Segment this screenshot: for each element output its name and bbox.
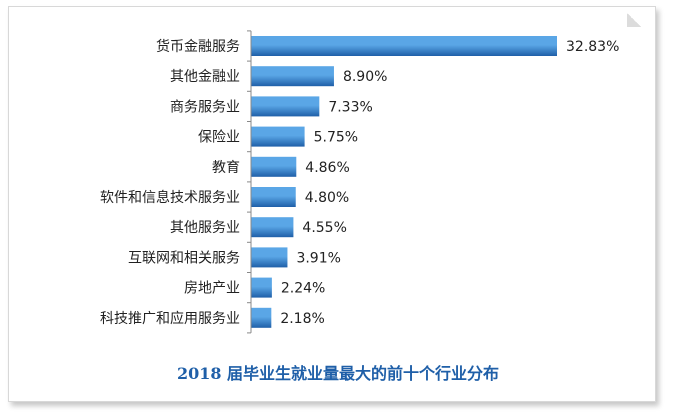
value-label-6: 4.80% bbox=[305, 190, 349, 206]
chart-title: 2018 届毕业生就业量最大的前十个行业分布 bbox=[176, 364, 500, 383]
category-label-9: 房地产业 bbox=[184, 281, 240, 297]
category-label-5: 教育 bbox=[212, 160, 240, 176]
bar-8 bbox=[251, 247, 288, 268]
bar-9 bbox=[251, 277, 272, 298]
value-label-1: 32.83% bbox=[566, 39, 619, 55]
bar-1 bbox=[251, 36, 557, 56]
value-label-3: 7.33% bbox=[328, 99, 372, 115]
value-label-9: 2.24% bbox=[281, 281, 325, 297]
value-label-7: 4.55% bbox=[302, 220, 346, 236]
bar-4 bbox=[251, 126, 305, 147]
value-label-5: 4.86% bbox=[305, 160, 349, 176]
category-label-3: 商务服务业 bbox=[170, 99, 240, 115]
bar-3 bbox=[251, 96, 320, 117]
bar-10 bbox=[251, 307, 272, 328]
bar-6 bbox=[251, 187, 296, 207]
category-label-10: 科技推广和应用服务业 bbox=[100, 310, 240, 327]
page-curl-corner bbox=[627, 13, 641, 27]
category-label-8: 互联网和相关服务 bbox=[128, 250, 240, 266]
value-label-8: 3.91% bbox=[296, 250, 340, 266]
category-label-7: 其他服务业 bbox=[170, 220, 240, 236]
value-label-10: 2.18% bbox=[280, 311, 324, 327]
bar-2 bbox=[251, 66, 334, 87]
bar-7 bbox=[251, 217, 294, 238]
category-label-6: 软件和信息技术服务业 bbox=[100, 189, 240, 206]
value-label-4: 5.75% bbox=[314, 130, 358, 146]
value-label-2: 8.90% bbox=[343, 69, 387, 85]
bar-5 bbox=[251, 156, 297, 177]
category-label-1: 货币金融服务 bbox=[156, 38, 240, 55]
category-label-2: 其他金融业 bbox=[170, 69, 240, 85]
category-label-4: 保险业 bbox=[198, 130, 240, 146]
